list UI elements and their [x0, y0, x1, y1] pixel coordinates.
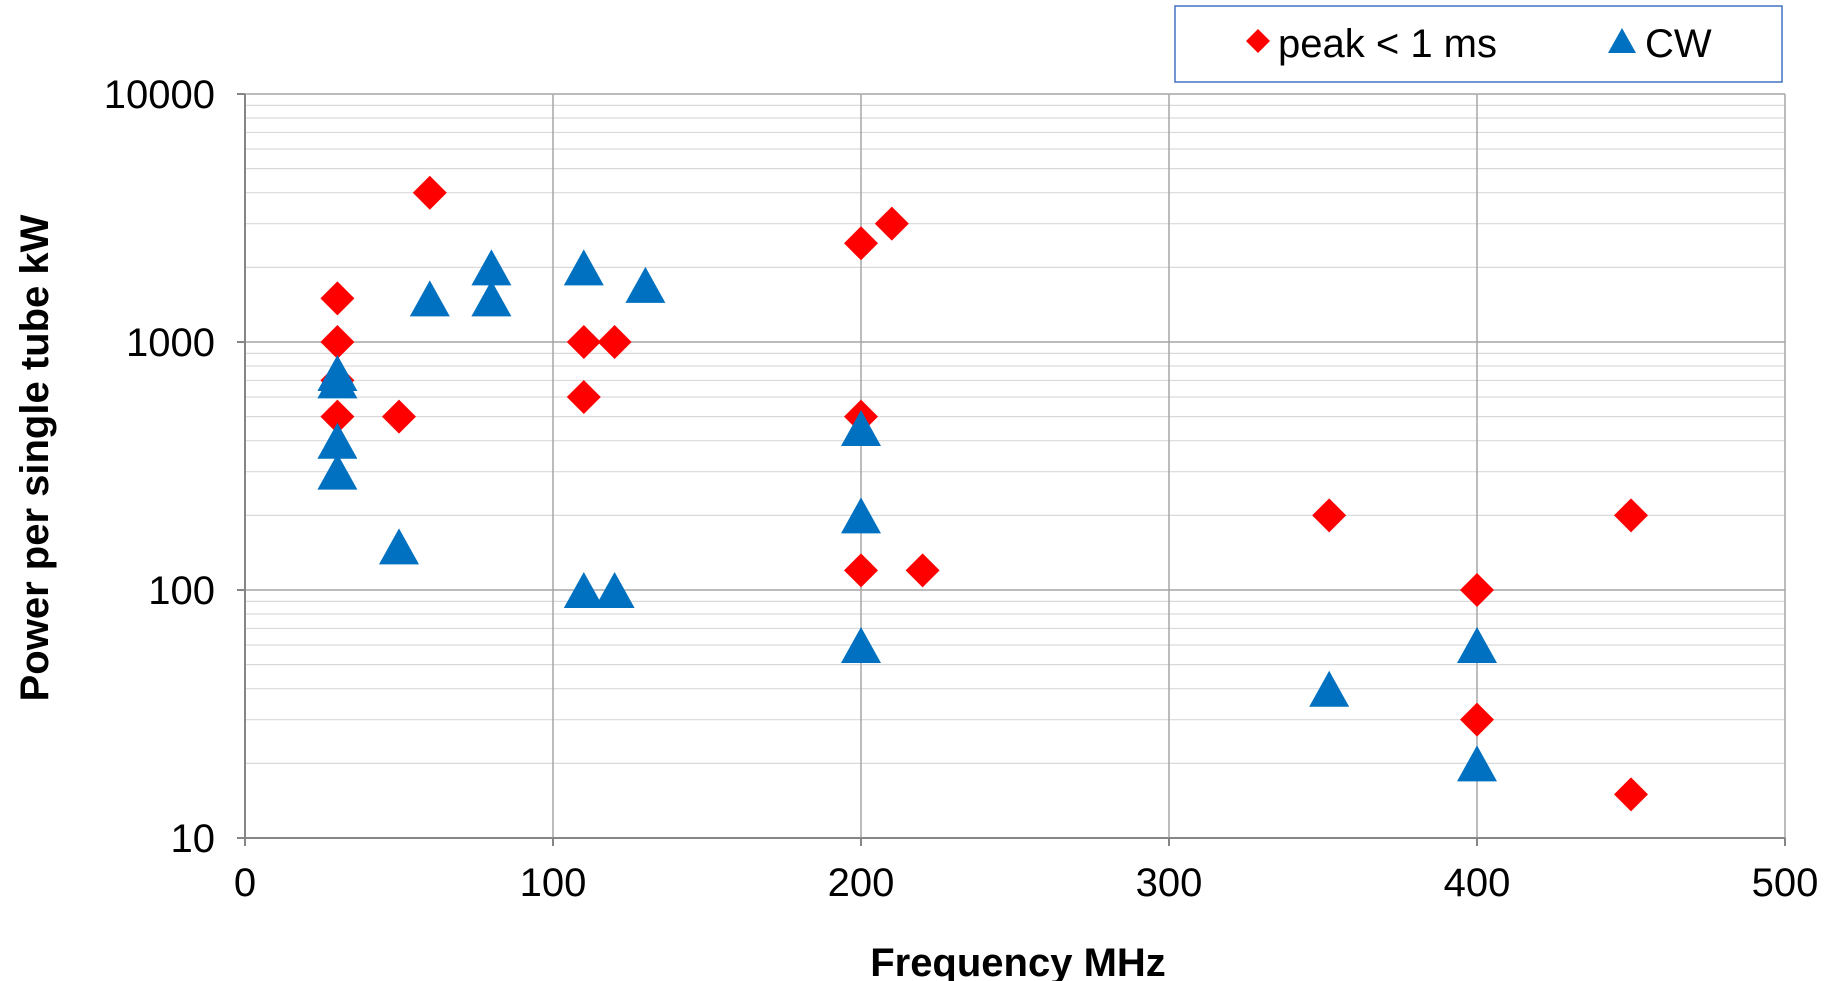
data-points: [317, 175, 1648, 812]
cw-data-point: [471, 249, 512, 286]
legend-label-peak: peak < 1 ms: [1278, 22, 1497, 66]
x-tick-label: 300: [1136, 861, 1203, 905]
legend-diamond-icon: [1246, 29, 1270, 53]
peak-data-point: [844, 226, 878, 261]
peak-data-point: [1460, 702, 1494, 737]
cw-data-point: [841, 627, 881, 664]
cw-data-point: [317, 453, 358, 490]
cw-data-point: [1457, 745, 1497, 782]
cw-data-point: [379, 528, 419, 565]
x-tick-label: 100: [520, 861, 587, 905]
cw-data-point: [1309, 670, 1350, 707]
cw-data-point: [594, 572, 635, 608]
peak-data-point: [412, 175, 447, 210]
cw-data-point: [563, 249, 604, 286]
tick-labels: 0 100 200 300 400 500 10 100 1000 10000: [104, 73, 1819, 905]
cw-data-point: [841, 410, 881, 447]
x-tick-label: 400: [1444, 861, 1511, 905]
x-tick-label: 500: [1752, 861, 1819, 905]
peak-data-point: [844, 553, 878, 588]
cw-data-point: [317, 422, 358, 459]
peak-data-point: [597, 325, 632, 359]
peak-data-point: [382, 399, 416, 434]
y-tick-label: 10: [171, 817, 216, 861]
axes: [237, 93, 1786, 846]
y-tick-label: 1000: [126, 321, 215, 365]
y-axis-title: Power per single tube kW: [13, 214, 57, 701]
legend-label-cw: CW: [1645, 22, 1712, 66]
peak-data-point: [1312, 498, 1347, 533]
legend: peak < 1 ms CW: [1174, 5, 1783, 83]
legend-box: [1174, 5, 1783, 83]
peak-data-point: [320, 399, 355, 434]
peak-data-point: [1614, 777, 1648, 812]
peak-data-point: [566, 380, 601, 415]
peak-data-point: [566, 325, 601, 359]
cw-data-point: [563, 572, 604, 608]
cw-data-point: [471, 280, 512, 317]
x-tick-label: 200: [828, 861, 895, 905]
cw-data-point: [841, 497, 881, 534]
y-tick-label: 100: [148, 569, 215, 613]
cw-data-point: [1457, 627, 1497, 664]
x-axis-title: Frequency MHz: [870, 941, 1166, 981]
y-tick-label: 10000: [104, 73, 215, 117]
cw-data-point: [409, 280, 450, 317]
x-tick-label: 0: [234, 861, 256, 905]
legend-triangle-icon: [1608, 28, 1636, 53]
peak-data-point: [905, 553, 940, 588]
peak-data-point: [320, 325, 355, 359]
cw-data-point: [317, 362, 358, 399]
peak-data-point: [1614, 498, 1648, 533]
cw-data-point: [625, 266, 666, 303]
peak-data-point: [320, 281, 355, 316]
peak-data-point: [874, 206, 909, 241]
peak-data-point: [1460, 573, 1494, 607]
